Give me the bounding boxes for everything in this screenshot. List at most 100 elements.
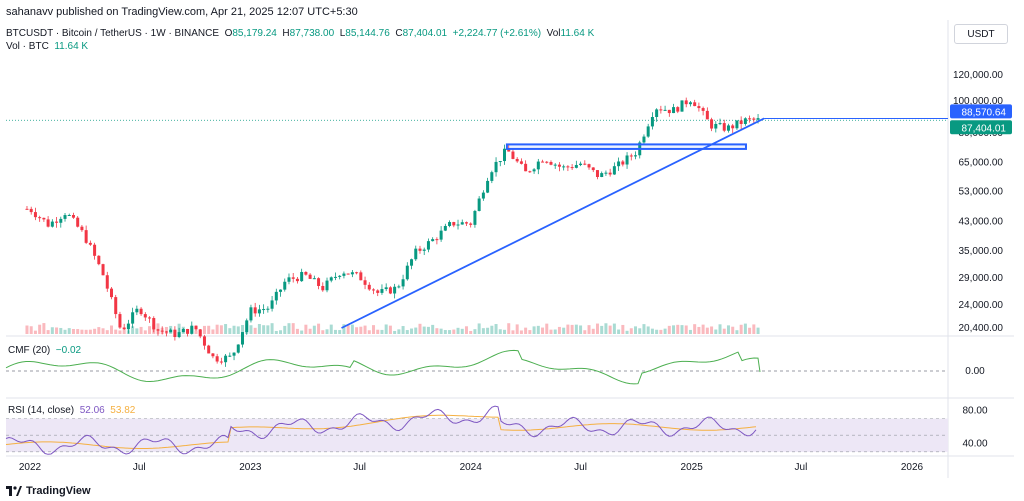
volume-legend[interactable]: Vol · BTC 11.64 K bbox=[6, 41, 88, 52]
candle-body bbox=[29, 208, 33, 213]
candle-body bbox=[566, 166, 570, 168]
candle-body bbox=[211, 353, 215, 357]
volume-bar bbox=[503, 329, 507, 334]
volume-bar bbox=[38, 324, 42, 334]
volume-bar bbox=[612, 323, 616, 334]
candle-body bbox=[93, 244, 97, 256]
candle-body bbox=[680, 100, 684, 112]
candle-body bbox=[283, 281, 287, 290]
candle-body bbox=[676, 107, 680, 112]
rsi-legend[interactable]: RSI (14, close) 52.06 53.82 bbox=[8, 405, 135, 416]
candle-body bbox=[693, 102, 697, 107]
volume-bar bbox=[270, 323, 274, 334]
volume-bar bbox=[524, 327, 528, 334]
candle-body bbox=[659, 109, 663, 111]
candle-body bbox=[232, 352, 236, 356]
candle-body bbox=[97, 255, 101, 265]
candle-body bbox=[131, 312, 135, 324]
volume-bar bbox=[143, 330, 147, 334]
volume-bar bbox=[718, 324, 722, 334]
candle-body bbox=[388, 287, 392, 294]
volume-bar bbox=[329, 324, 333, 334]
time-axis-tick-8: 2026 bbox=[901, 462, 924, 473]
volume-bar bbox=[443, 330, 447, 334]
rsi-axis-tick-0: 80.00 bbox=[962, 405, 987, 416]
volume-bar bbox=[363, 325, 367, 334]
tradingview-brand: TradingView bbox=[26, 485, 91, 497]
volume-bar bbox=[655, 329, 659, 334]
volume-bar bbox=[359, 326, 363, 334]
time-axis-tick-6: 2025 bbox=[681, 462, 704, 473]
candle-body bbox=[650, 116, 654, 127]
candle-body bbox=[536, 161, 540, 170]
volume-bar bbox=[232, 325, 236, 334]
volume-bar bbox=[460, 328, 464, 334]
candle-body bbox=[50, 221, 54, 227]
candle-body bbox=[317, 278, 321, 286]
candle-body bbox=[295, 278, 299, 282]
price-tag-bg-0 bbox=[950, 104, 1012, 119]
volume-bar bbox=[109, 325, 113, 334]
volume-bar bbox=[464, 326, 468, 334]
price-axis-tick-3: 65,000.00 bbox=[959, 158, 1004, 169]
candle-body bbox=[414, 248, 418, 260]
candle-body bbox=[684, 100, 688, 105]
candle-body bbox=[164, 331, 168, 333]
candle-body bbox=[126, 323, 130, 330]
cmf-value: −0.02 bbox=[55, 345, 82, 356]
candle-body bbox=[257, 309, 261, 314]
volume-bar bbox=[494, 324, 498, 334]
open-label: O bbox=[224, 28, 233, 39]
candle-body bbox=[228, 355, 232, 357]
currency-button[interactable]: USDT bbox=[954, 24, 1008, 44]
candle-body bbox=[469, 223, 473, 225]
volume-bar bbox=[748, 327, 752, 334]
candle-body bbox=[139, 308, 143, 315]
candle-body bbox=[363, 280, 367, 285]
volume-bar bbox=[566, 324, 570, 334]
candle-body bbox=[333, 276, 337, 278]
volume-legend-label: Vol · BTC bbox=[6, 41, 49, 52]
symbol-name[interactable]: BTCUSDT · Bitcoin / TetherUS · 1W · BINA… bbox=[6, 28, 220, 39]
volume-bar bbox=[693, 324, 697, 334]
rsi-axis-tick-1: 40.00 bbox=[962, 439, 987, 450]
candle-body bbox=[63, 215, 67, 219]
volume-bar bbox=[186, 329, 190, 334]
volume-bar bbox=[249, 325, 253, 334]
tradingview-footer[interactable]: TradingView bbox=[6, 485, 91, 497]
volume-bar bbox=[384, 324, 388, 334]
volume-bar bbox=[333, 329, 337, 334]
candle-body bbox=[448, 222, 452, 226]
candle-body bbox=[67, 215, 71, 217]
candle-body bbox=[215, 356, 219, 362]
symbol-legend[interactable]: BTCUSDT · Bitcoin / TetherUS · 1W · BINA… bbox=[6, 28, 594, 39]
volume-bar bbox=[532, 326, 536, 334]
candle-body bbox=[393, 286, 397, 294]
volume-bar bbox=[156, 323, 160, 334]
candle-body bbox=[587, 164, 591, 168]
volume-bar bbox=[367, 330, 371, 334]
volume-bar bbox=[422, 326, 426, 334]
candle-body bbox=[367, 284, 371, 290]
volume-bar bbox=[418, 323, 422, 334]
time-axis-tick-5: Jul bbox=[574, 462, 587, 473]
candle-body bbox=[122, 327, 126, 330]
candle-body bbox=[249, 307, 253, 321]
candle-body bbox=[646, 126, 650, 137]
volume-bar bbox=[536, 325, 540, 334]
volume-bar bbox=[148, 326, 152, 334]
candle-body bbox=[726, 125, 730, 131]
time-axis-tick-4: 2024 bbox=[460, 462, 483, 473]
candle-body bbox=[118, 314, 122, 328]
vol-value: 11.64 K bbox=[560, 28, 595, 39]
candle-body bbox=[224, 355, 228, 363]
volume-bar bbox=[215, 324, 219, 334]
candle-body bbox=[486, 180, 490, 193]
cmf-legend[interactable]: CMF (20) −0.02 bbox=[8, 345, 81, 356]
candle-body bbox=[435, 239, 439, 241]
volume-bar bbox=[88, 329, 92, 334]
volume-bar bbox=[84, 329, 88, 334]
change-value: +2,224.77 (+2.61%) bbox=[452, 28, 542, 39]
candle-body bbox=[308, 274, 312, 279]
